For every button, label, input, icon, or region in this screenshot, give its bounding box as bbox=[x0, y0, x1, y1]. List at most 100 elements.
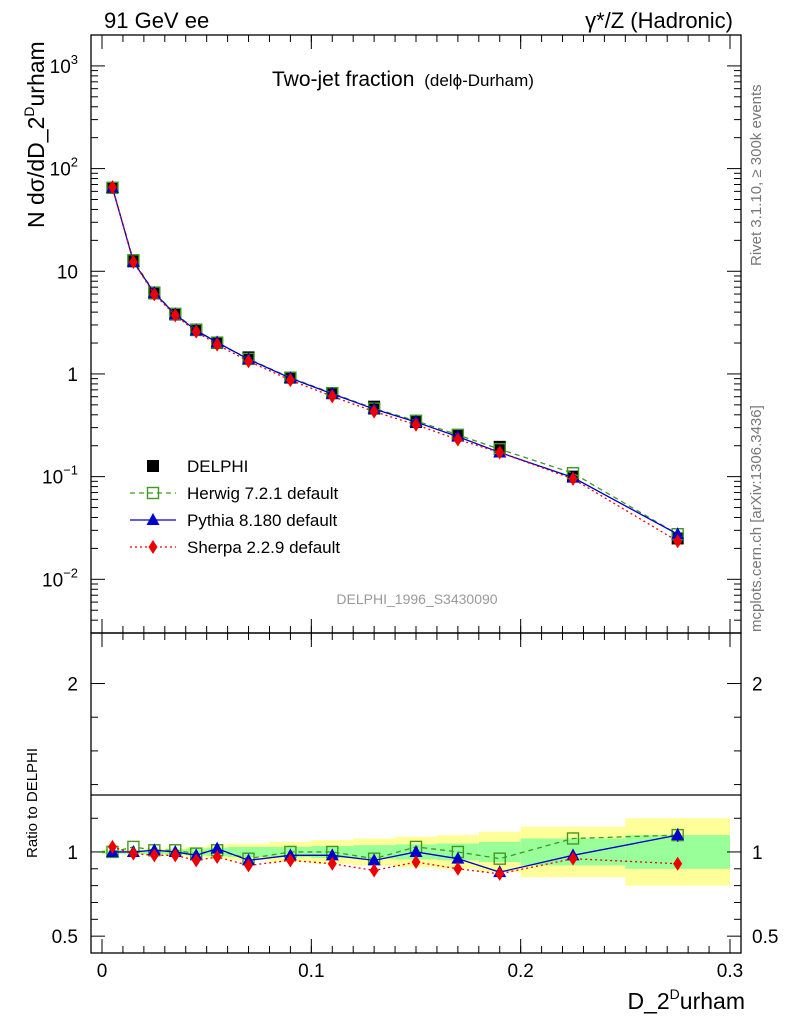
y-tick-label: 103 bbox=[50, 52, 78, 78]
band-green bbox=[227, 846, 270, 857]
y-tick-exp: −1 bbox=[63, 463, 78, 478]
y-tick-label: 10−1 bbox=[42, 463, 78, 489]
ratio-point-sherpa bbox=[411, 855, 421, 870]
x-tick-label: 0.1 bbox=[298, 961, 324, 982]
ratio-point-sherpa bbox=[495, 866, 505, 881]
ratio-point-sherpa bbox=[244, 858, 254, 873]
ratio-point-sherpa bbox=[191, 853, 201, 868]
ratio-point-sherpa bbox=[453, 861, 463, 876]
point-sherpa bbox=[327, 389, 337, 404]
y-tick-base: 10 bbox=[57, 262, 78, 283]
ratio-point-pythia bbox=[451, 851, 465, 864]
y-tick-exp: 2 bbox=[71, 155, 78, 170]
legend: DELPHI Herwig 7.2.1 default Pythia 8.180 d… bbox=[130, 457, 340, 557]
ratio-point-sherpa bbox=[369, 863, 379, 878]
chart-title: Two-jet fraction (delϕ-Durham) bbox=[272, 68, 534, 91]
y-axis-label: N dσ/dD_2Durham bbox=[21, 41, 49, 228]
x-axis-label: D_2Durham bbox=[627, 986, 745, 1014]
y-tick-label: 102 bbox=[50, 155, 78, 181]
ratio-series-group bbox=[105, 828, 685, 881]
header-right: γ*/Z (Hadronic) bbox=[585, 8, 733, 33]
legend-marker-pythia bbox=[146, 513, 160, 525]
header-left: 91 GeV ee bbox=[104, 8, 209, 33]
ratio-tick-label-left: 0.5 bbox=[52, 927, 78, 948]
x-axis-label-main: D_2 bbox=[627, 988, 669, 1014]
point-sherpa bbox=[170, 308, 180, 323]
ratio-point-sherpa bbox=[128, 846, 138, 861]
y-tick-base: 1 bbox=[67, 365, 78, 386]
analysis-id: DELPHI_1996_S3430090 bbox=[336, 591, 497, 607]
point-sherpa bbox=[453, 432, 463, 447]
ratio-point-herwig bbox=[493, 852, 506, 865]
point-pythia bbox=[671, 527, 685, 540]
y-tick-label: 10−2 bbox=[42, 565, 78, 591]
ratio-tick-label-right: 0.5 bbox=[752, 927, 778, 948]
point-sherpa bbox=[212, 337, 222, 352]
band-green bbox=[353, 845, 396, 859]
mcplots-label: mcplots.cern.ch [arXiv:1306.3436] bbox=[748, 405, 765, 632]
legend-label-pythia: Pythia 8.180 default bbox=[187, 511, 338, 530]
y-axis-label-main: N dσ/dD_2 bbox=[23, 117, 49, 228]
x-axis-label-tail: urham bbox=[680, 988, 745, 1014]
legend-marker-herwig bbox=[146, 486, 160, 500]
ratio-point-sherpa bbox=[568, 851, 578, 866]
series-line-herwig bbox=[111, 187, 678, 535]
ratio-point-pythia bbox=[367, 853, 381, 866]
ratio-point-pythia bbox=[409, 844, 423, 857]
legend-marker-delphi bbox=[147, 460, 159, 472]
point-sherpa bbox=[191, 324, 201, 339]
y-tick-base: 10 bbox=[50, 160, 71, 181]
y-axis-label-sup: D bbox=[21, 107, 37, 117]
point-sherpa bbox=[128, 255, 138, 270]
y-tick-exp: −2 bbox=[63, 565, 78, 580]
point-sherpa bbox=[673, 534, 683, 549]
y-axis-label-tail: urham bbox=[23, 41, 49, 106]
series-line-pythia bbox=[111, 187, 678, 535]
legend-label-sherpa: Sherpa 2.2.9 default bbox=[187, 538, 340, 557]
ratio-point-sherpa bbox=[107, 839, 117, 854]
ratio-point-sherpa bbox=[327, 856, 337, 871]
y-tick-exp: 3 bbox=[71, 52, 78, 67]
point-sherpa bbox=[244, 354, 254, 369]
y-tick-label: 1 bbox=[67, 365, 78, 386]
ratio-point-sherpa bbox=[285, 853, 295, 868]
ratio-tick-label-left: 1 bbox=[67, 843, 78, 864]
point-sherpa bbox=[107, 180, 117, 195]
band-green bbox=[478, 841, 521, 863]
point-sherpa bbox=[495, 445, 505, 460]
x-tick-label: 0.3 bbox=[717, 961, 743, 982]
y-tick-base: 10 bbox=[42, 468, 63, 489]
x-tick-label: 0.2 bbox=[507, 961, 533, 982]
point-sherpa bbox=[149, 287, 159, 302]
point-sherpa bbox=[411, 417, 421, 432]
ratio-tick-label-left: 2 bbox=[67, 675, 78, 696]
legend-label-herwig: Herwig 7.2.1 default bbox=[187, 484, 338, 503]
main-series-group bbox=[105, 180, 685, 549]
ratio-tick-label-right: 2 bbox=[752, 675, 763, 696]
x-axis-label-sup: D bbox=[670, 986, 680, 1002]
y-tick-base: 10 bbox=[42, 570, 63, 591]
legend-label-delphi: DELPHI bbox=[187, 457, 248, 476]
y-tick-base: 10 bbox=[50, 57, 71, 78]
point-sherpa bbox=[369, 404, 379, 419]
rivet-label: Rivet 3.1.10, ≥ 300k events bbox=[748, 84, 765, 266]
ratio-point-sherpa bbox=[212, 850, 222, 864]
ratio-y-axis-label: Ratio to DELPHI bbox=[24, 748, 41, 858]
ratio-point-pythia bbox=[210, 841, 224, 854]
ratio-point-sherpa bbox=[170, 848, 180, 863]
series-line-sherpa bbox=[111, 186, 678, 542]
point-sherpa bbox=[285, 373, 295, 388]
ratio-point-pythia bbox=[325, 848, 339, 861]
point-sherpa bbox=[568, 471, 578, 486]
chart-title-main: Two-jet fraction bbox=[272, 68, 414, 91]
ratio-panel-frame bbox=[90, 632, 742, 954]
x-tick-label: 0 bbox=[97, 961, 108, 982]
ratio-point-sherpa bbox=[673, 856, 683, 871]
ratio-point-sherpa bbox=[149, 848, 159, 863]
y-tick-label: 10 bbox=[57, 262, 78, 283]
ratio-point-herwig bbox=[566, 832, 580, 845]
ratio-tick-label-right: 1 bbox=[752, 843, 763, 864]
chart-title-suffix: (delϕ-Durham) bbox=[424, 71, 534, 90]
